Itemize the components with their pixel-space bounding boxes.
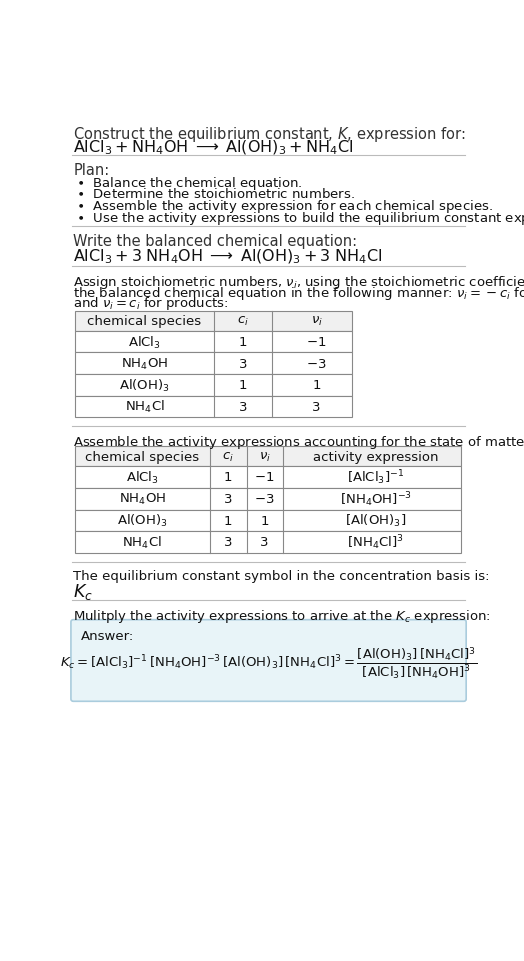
Bar: [75, 331, 352, 353]
Text: $K_c$: $K_c$: [73, 582, 93, 602]
Text: 1: 1: [224, 472, 233, 484]
Bar: [75, 488, 461, 509]
Bar: [75, 466, 461, 488]
Text: $\mathrm{NH_4Cl}$: $\mathrm{NH_4Cl}$: [122, 534, 162, 551]
Text: 3: 3: [224, 536, 233, 549]
Text: The equilibrium constant symbol in the concentration basis is:: The equilibrium constant symbol in the c…: [73, 570, 490, 582]
Text: activity expression: activity expression: [313, 451, 438, 464]
Text: and $\nu_i = c_i$ for products:: and $\nu_i = c_i$ for products:: [73, 295, 229, 312]
Text: 3: 3: [224, 493, 233, 506]
Text: 1: 1: [224, 514, 233, 528]
Text: chemical species: chemical species: [85, 451, 199, 464]
Text: $-1$: $-1$: [307, 336, 327, 349]
Text: $\mathrm{Al(OH)_3}$: $\mathrm{Al(OH)_3}$: [119, 378, 170, 394]
Text: $-1$: $-1$: [255, 472, 275, 484]
Text: 1: 1: [260, 514, 269, 528]
Bar: [75, 531, 461, 553]
Text: the balanced chemical equation in the following manner: $\nu_i = -c_i$ for react: the balanced chemical equation in the fo…: [73, 284, 524, 302]
Text: $\mathrm{AlCl_3 + NH_4OH \;\longrightarrow\; Al(OH)_3 + NH_4Cl}$: $\mathrm{AlCl_3 + NH_4OH \;\longrightarr…: [73, 138, 354, 157]
Text: $\mathrm{NH_4OH}$: $\mathrm{NH_4OH}$: [118, 492, 166, 507]
Text: 3: 3: [260, 536, 269, 549]
Text: 1: 1: [312, 379, 321, 392]
Text: $c_i$: $c_i$: [237, 315, 249, 329]
FancyBboxPatch shape: [71, 620, 466, 702]
Bar: [75, 311, 352, 331]
Text: $\mathrm{AlCl_3}$: $\mathrm{AlCl_3}$: [126, 470, 159, 486]
Text: Assemble the activity expressions accounting for the state of matter and $\nu_i$: Assemble the activity expressions accoun…: [73, 434, 524, 451]
Text: $-3$: $-3$: [255, 493, 275, 506]
Bar: [75, 509, 461, 531]
Text: $[\mathrm{AlCl_3}]^{-1}$: $[\mathrm{AlCl_3}]^{-1}$: [347, 469, 404, 487]
Text: Answer:: Answer:: [81, 629, 134, 643]
Text: $\nu_i$: $\nu_i$: [259, 451, 270, 464]
Text: $\mathrm{AlCl_3}$: $\mathrm{AlCl_3}$: [128, 334, 161, 351]
Text: $\bullet$  Determine the stoichiometric numbers.: $\bullet$ Determine the stoichiometric n…: [77, 187, 355, 201]
Text: 3: 3: [239, 357, 247, 371]
Text: chemical species: chemical species: [88, 315, 202, 328]
Text: $[\mathrm{Al(OH)_3}]$: $[\mathrm{Al(OH)_3}]$: [345, 513, 406, 530]
Text: 1: 1: [239, 379, 247, 392]
Bar: [75, 396, 352, 417]
Text: $\mathrm{NH_4Cl}$: $\mathrm{NH_4Cl}$: [125, 399, 165, 415]
Bar: [75, 374, 352, 396]
Text: $\mathrm{Al(OH)_3}$: $\mathrm{Al(OH)_3}$: [117, 513, 168, 530]
Bar: [75, 353, 352, 374]
Text: $\mathrm{NH_4OH}$: $\mathrm{NH_4OH}$: [121, 357, 168, 372]
Text: $[\mathrm{NH_4OH}]^{-3}$: $[\mathrm{NH_4OH}]^{-3}$: [340, 490, 411, 509]
Text: $[\mathrm{NH_4Cl}]^3$: $[\mathrm{NH_4Cl}]^3$: [347, 533, 404, 552]
Text: $K_c = [\mathrm{AlCl_3}]^{-1}\,[\mathrm{NH_4OH}]^{-3}\,[\mathrm{Al(OH)_3}]\,[\ma: $K_c = [\mathrm{AlCl_3}]^{-1}\,[\mathrm{…: [60, 646, 477, 682]
Text: 3: 3: [312, 401, 321, 413]
Text: Construct the equilibrium constant, $K$, expression for:: Construct the equilibrium constant, $K$,…: [73, 125, 466, 143]
Text: Plan:: Plan:: [73, 163, 110, 178]
Bar: [75, 447, 461, 466]
Text: $\nu_i$: $\nu_i$: [311, 315, 323, 329]
Text: $\bullet$  Use the activity expressions to build the equilibrium constant expres: $\bullet$ Use the activity expressions t…: [77, 210, 524, 227]
Text: $\mathrm{AlCl_3 + 3\;NH_4OH \;\longrightarrow\; Al(OH)_3 + 3\;NH_4Cl}$: $\mathrm{AlCl_3 + 3\;NH_4OH \;\longright…: [73, 248, 383, 266]
Text: Write the balanced chemical equation:: Write the balanced chemical equation:: [73, 234, 357, 249]
Text: $c_i$: $c_i$: [222, 451, 234, 464]
Text: $\bullet$  Balance the chemical equation.: $\bullet$ Balance the chemical equation.: [77, 175, 303, 192]
Text: $\bullet$  Assemble the activity expression for each chemical species.: $\bullet$ Assemble the activity expressi…: [77, 199, 493, 215]
Text: 1: 1: [239, 336, 247, 349]
Text: Mulitply the activity expressions to arrive at the $K_c$ expression:: Mulitply the activity expressions to arr…: [73, 608, 491, 625]
Text: 3: 3: [239, 401, 247, 413]
Text: Assign stoichiometric numbers, $\nu_i$, using the stoichiometric coefficients, $: Assign stoichiometric numbers, $\nu_i$, …: [73, 274, 524, 291]
Text: $-3$: $-3$: [307, 357, 327, 371]
